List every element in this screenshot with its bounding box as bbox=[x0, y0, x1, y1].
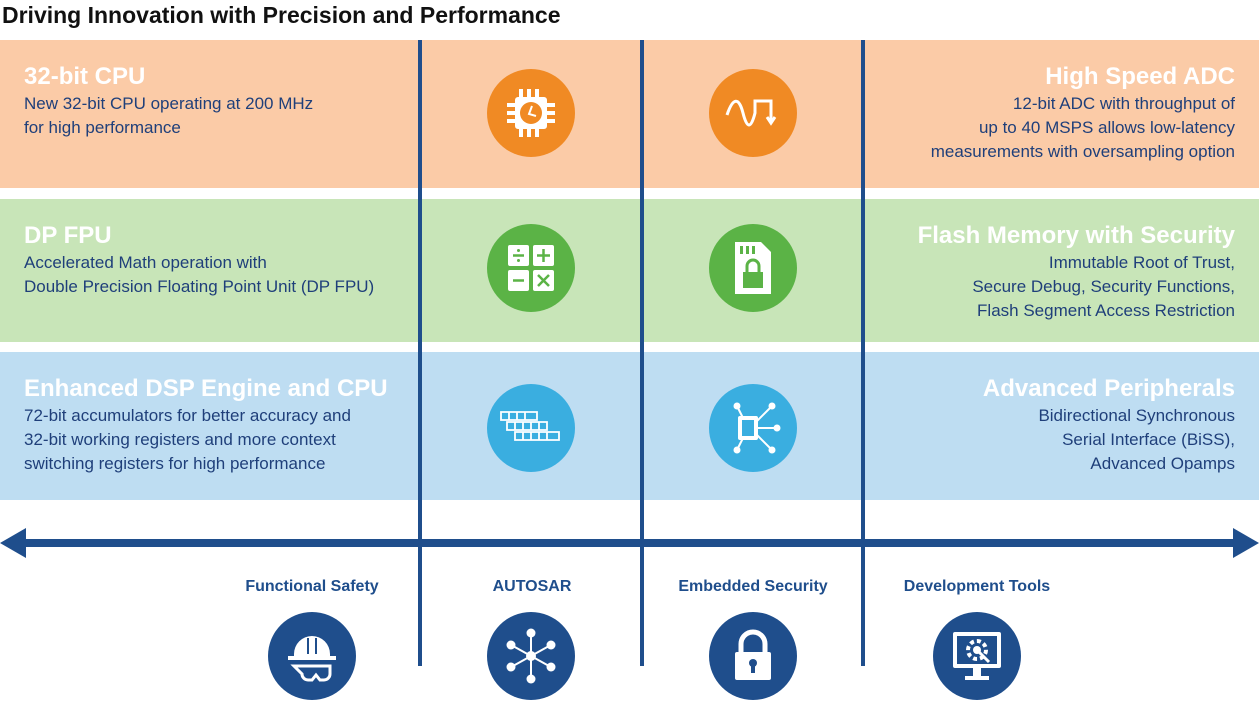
sd-card-lock-icon bbox=[709, 224, 797, 312]
double-arrow bbox=[0, 528, 1259, 558]
feature-line: 32-bit working registers and more contex… bbox=[24, 430, 336, 449]
feature-line: Double Precision Floating Point Unit (DP… bbox=[24, 277, 375, 296]
cpu-clock-icon bbox=[487, 69, 575, 157]
adc-waveform-icon bbox=[709, 69, 797, 157]
divider-line bbox=[861, 40, 865, 666]
label-development-tools: Development Tools bbox=[903, 578, 1051, 595]
row-fpu-flash bbox=[0, 199, 1259, 342]
feature-line: Immutable Root of Trust, bbox=[1048, 253, 1235, 272]
label-embedded-security: Embedded Security bbox=[678, 578, 828, 595]
feature-advanced-peripherals: Advanced Peripherals Bidirectional Synch… bbox=[983, 374, 1235, 476]
calculator-icon bbox=[487, 224, 575, 312]
feature-dp-fpu: DP FPU Accelerated Math operation with D… bbox=[24, 221, 374, 299]
divider-line bbox=[418, 40, 422, 666]
feature-line: Secure Debug, Security Functions, bbox=[972, 277, 1235, 296]
feature-heading: DP FPU bbox=[24, 222, 112, 249]
feature-line: 12-bit ADC with throughput of bbox=[1012, 94, 1235, 113]
feature-line: Accelerated Math operation with bbox=[24, 253, 267, 272]
chip-network-icon bbox=[709, 384, 797, 472]
label-functional-safety: Functional Safety bbox=[245, 578, 379, 595]
feature-heading: High Speed ADC bbox=[1045, 63, 1235, 90]
feature-dsp-engine: Enhanced DSP Engine and CPU 72-bit accum… bbox=[24, 374, 388, 476]
feature-line: 72-bit accumulators for better accuracy … bbox=[24, 406, 351, 425]
feature-line: Serial Interface (BiSS), bbox=[1062, 430, 1235, 449]
page-title: Driving Innovation with Precision and Pe… bbox=[2, 2, 561, 28]
divider-line bbox=[640, 40, 644, 666]
feature-line: Flash Segment Access Restriction bbox=[977, 301, 1235, 320]
feature-heading: Flash Memory with Security bbox=[917, 222, 1235, 249]
label-autosar: AUTOSAR bbox=[492, 578, 572, 595]
feature-flash-memory: Flash Memory with Security Immutable Roo… bbox=[918, 221, 1235, 323]
feature-line: for high performance bbox=[24, 118, 181, 137]
feature-line: measurements with oversampling option bbox=[930, 142, 1235, 161]
feature-high-speed-adc: High Speed ADC 12-bit ADC with throughpu… bbox=[931, 62, 1235, 164]
feature-line: New 32-bit CPU operating at 200 MHz bbox=[24, 94, 314, 113]
hard-hat-goggles-icon bbox=[268, 612, 356, 700]
monitor-gear-icon bbox=[933, 612, 1021, 700]
feature-line: up to 40 MSPS allows low-latency bbox=[978, 118, 1235, 137]
feature-heading: 32-bit CPU bbox=[24, 63, 146, 90]
feature-32bit-cpu: 32-bit CPU New 32-bit CPU operating at 2… bbox=[24, 62, 313, 140]
feature-heading: Advanced Peripherals bbox=[982, 375, 1235, 402]
feature-heading: Enhanced DSP Engine and CPU bbox=[24, 375, 388, 402]
padlock-icon bbox=[709, 612, 797, 700]
register-grid-icon bbox=[487, 384, 575, 472]
feature-line: Bidirectional Synchronous bbox=[1038, 406, 1235, 425]
network-hub-icon bbox=[487, 612, 575, 700]
feature-line: Advanced Opamps bbox=[1090, 454, 1235, 473]
row-dsp-peripherals bbox=[0, 352, 1259, 500]
feature-line: switching registers for high performance bbox=[24, 454, 326, 473]
row-cpu-adc bbox=[0, 40, 1259, 188]
